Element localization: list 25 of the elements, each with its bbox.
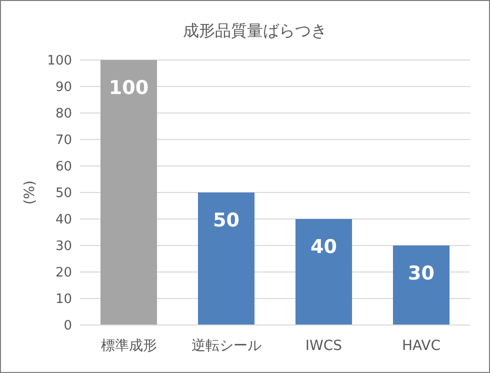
y-tick-label: 30 (55, 239, 72, 254)
data-label: 50 (213, 210, 240, 232)
data-label: 100 (108, 77, 149, 99)
bar (392, 246, 450, 325)
y-tick-label: 60 (55, 160, 72, 175)
data-label: 40 (310, 236, 337, 258)
x-tick-label: 標準成形 (100, 338, 157, 354)
data-label: 30 (408, 262, 434, 284)
y-tick-label: 10 (55, 292, 72, 308)
chart-title: 成形品質量ばらつき (183, 21, 327, 40)
bar (198, 192, 255, 325)
y-tick-label: 80 (55, 106, 72, 122)
bar (295, 219, 352, 325)
y-tick-label: 90 (55, 80, 72, 96)
y-tick-label: 20 (55, 266, 72, 281)
y-tick-label: 40 (55, 212, 72, 228)
x-tick-label: IWCS (305, 338, 342, 354)
x-tick-label: 逆転シール (191, 338, 262, 354)
x-tick-label: HAVC (402, 338, 441, 354)
y-tick-label: 70 (55, 133, 72, 148)
y-tick-label: 50 (55, 186, 72, 202)
bar (100, 60, 158, 325)
y-tick-label: 0 (64, 318, 72, 334)
y-axis-title: (%) (22, 180, 38, 205)
y-tick-label: 100 (47, 54, 72, 69)
